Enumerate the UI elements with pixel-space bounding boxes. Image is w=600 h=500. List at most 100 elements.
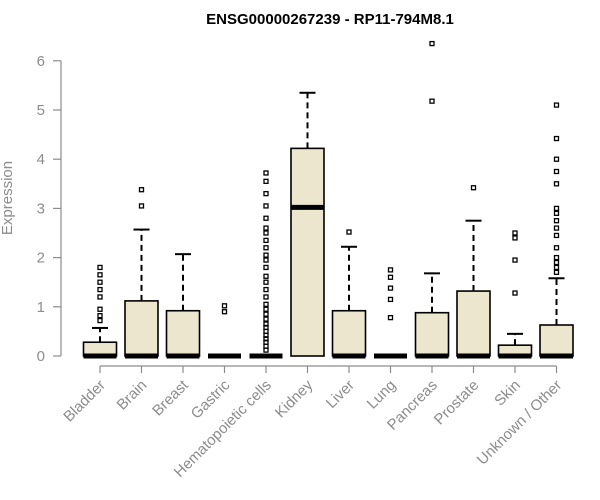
outlier-point — [263, 311, 269, 317]
outlier-point — [263, 178, 269, 184]
y-tick-label: 0 — [37, 348, 45, 365]
outlier-point — [553, 205, 560, 212]
outlier-point — [263, 306, 269, 312]
x-tick-label: Skin — [491, 377, 524, 410]
outlier-point — [553, 156, 560, 162]
box-3 — [165, 253, 201, 359]
x-tick-label: Breast — [149, 376, 192, 419]
x-tick-label: Lung — [364, 377, 400, 413]
outlier-point — [97, 313, 103, 319]
outlier-point — [512, 290, 518, 296]
box-12 — [539, 102, 574, 359]
outlier-point — [263, 252, 269, 258]
outlier-point — [387, 314, 394, 321]
outlier-point — [429, 98, 435, 104]
outlier-point — [263, 170, 269, 176]
box-body — [165, 309, 201, 357]
outlier-point — [470, 185, 477, 191]
box-body — [539, 324, 574, 357]
outlier-point — [138, 187, 145, 193]
outlier-point — [263, 225, 269, 231]
outlier-point — [553, 218, 560, 224]
box-body — [124, 300, 159, 357]
outlier-point — [553, 259, 560, 266]
outlier-point — [387, 296, 394, 303]
box-body — [414, 311, 450, 357]
outlier-point — [263, 301, 269, 307]
outlier-point — [221, 309, 228, 315]
y-tick-label: 6 — [37, 53, 45, 70]
outlier-point — [387, 285, 394, 291]
outlier-point — [97, 264, 103, 271]
x-tick-label: Bladder — [60, 377, 109, 426]
box-2 — [124, 187, 159, 359]
outlier-point — [263, 215, 269, 221]
outlier-point — [553, 245, 560, 251]
outlier-point — [263, 273, 269, 279]
outlier-point — [221, 303, 228, 309]
box-body — [331, 309, 367, 357]
outlier-point — [553, 254, 560, 261]
outlier-point — [263, 203, 269, 209]
outlier-point — [512, 257, 518, 263]
y-tick-label: 1 — [37, 299, 45, 316]
outlier-point — [429, 40, 435, 47]
outlier-point — [553, 102, 560, 108]
outlier-point — [263, 264, 269, 271]
y-axis: 0 1 2 3 4 5 6 — [37, 53, 62, 365]
outlier-point — [553, 210, 560, 216]
outlier-point — [263, 316, 269, 322]
box-4 — [208, 303, 241, 359]
box-body — [456, 290, 491, 357]
box-body — [290, 147, 325, 357]
x-tick-label: Brain — [114, 377, 151, 414]
box-8 — [374, 267, 407, 359]
outlier-point — [263, 245, 269, 251]
x-tick-label: Kidney — [272, 376, 317, 421]
outlier-point — [97, 294, 103, 300]
outlier-point — [97, 272, 103, 278]
outlier-point — [553, 135, 560, 142]
outlier-point — [387, 267, 394, 273]
box-10 — [456, 185, 491, 359]
y-tick-label: 2 — [37, 250, 45, 267]
outlier-point — [553, 264, 560, 271]
box-9 — [414, 40, 450, 359]
outlier-point — [346, 229, 352, 235]
box-11 — [497, 230, 533, 359]
outlier-point — [512, 235, 518, 241]
outlier-point — [97, 279, 103, 285]
y-tick-label: 5 — [37, 102, 45, 119]
outlier-point — [553, 269, 560, 276]
outlier-point — [553, 181, 560, 187]
outlier-point — [512, 230, 518, 236]
box-5 — [249, 170, 283, 359]
box-7 — [331, 229, 367, 359]
box-plot-series — [82, 40, 574, 359]
outlier-point — [263, 230, 269, 236]
outlier-point — [263, 294, 269, 300]
outlier-point — [263, 286, 269, 293]
outlier-point — [387, 274, 394, 280]
box-1 — [82, 264, 118, 359]
chart-title: ENSG00000267239 - RP11-794M8.1 — [206, 11, 454, 28]
x-tick-label: Liver — [323, 377, 358, 412]
outlier-point — [263, 237, 269, 244]
y-axis-label: Expression — [0, 161, 16, 235]
outlier-point — [138, 203, 145, 209]
outlier-point — [553, 225, 560, 231]
outlier-point — [97, 306, 103, 312]
outlier-point — [553, 168, 560, 175]
y-tick-label: 3 — [37, 200, 45, 217]
outlier-point — [553, 232, 560, 239]
outlier-point — [97, 317, 103, 324]
outlier-point — [263, 257, 269, 263]
outlier-point — [97, 286, 103, 293]
outlier-point — [263, 321, 269, 327]
outlier-point — [263, 190, 269, 197]
box-6 — [290, 91, 325, 357]
outlier-point — [263, 279, 269, 285]
x-tick-label: Prostate — [431, 377, 483, 429]
